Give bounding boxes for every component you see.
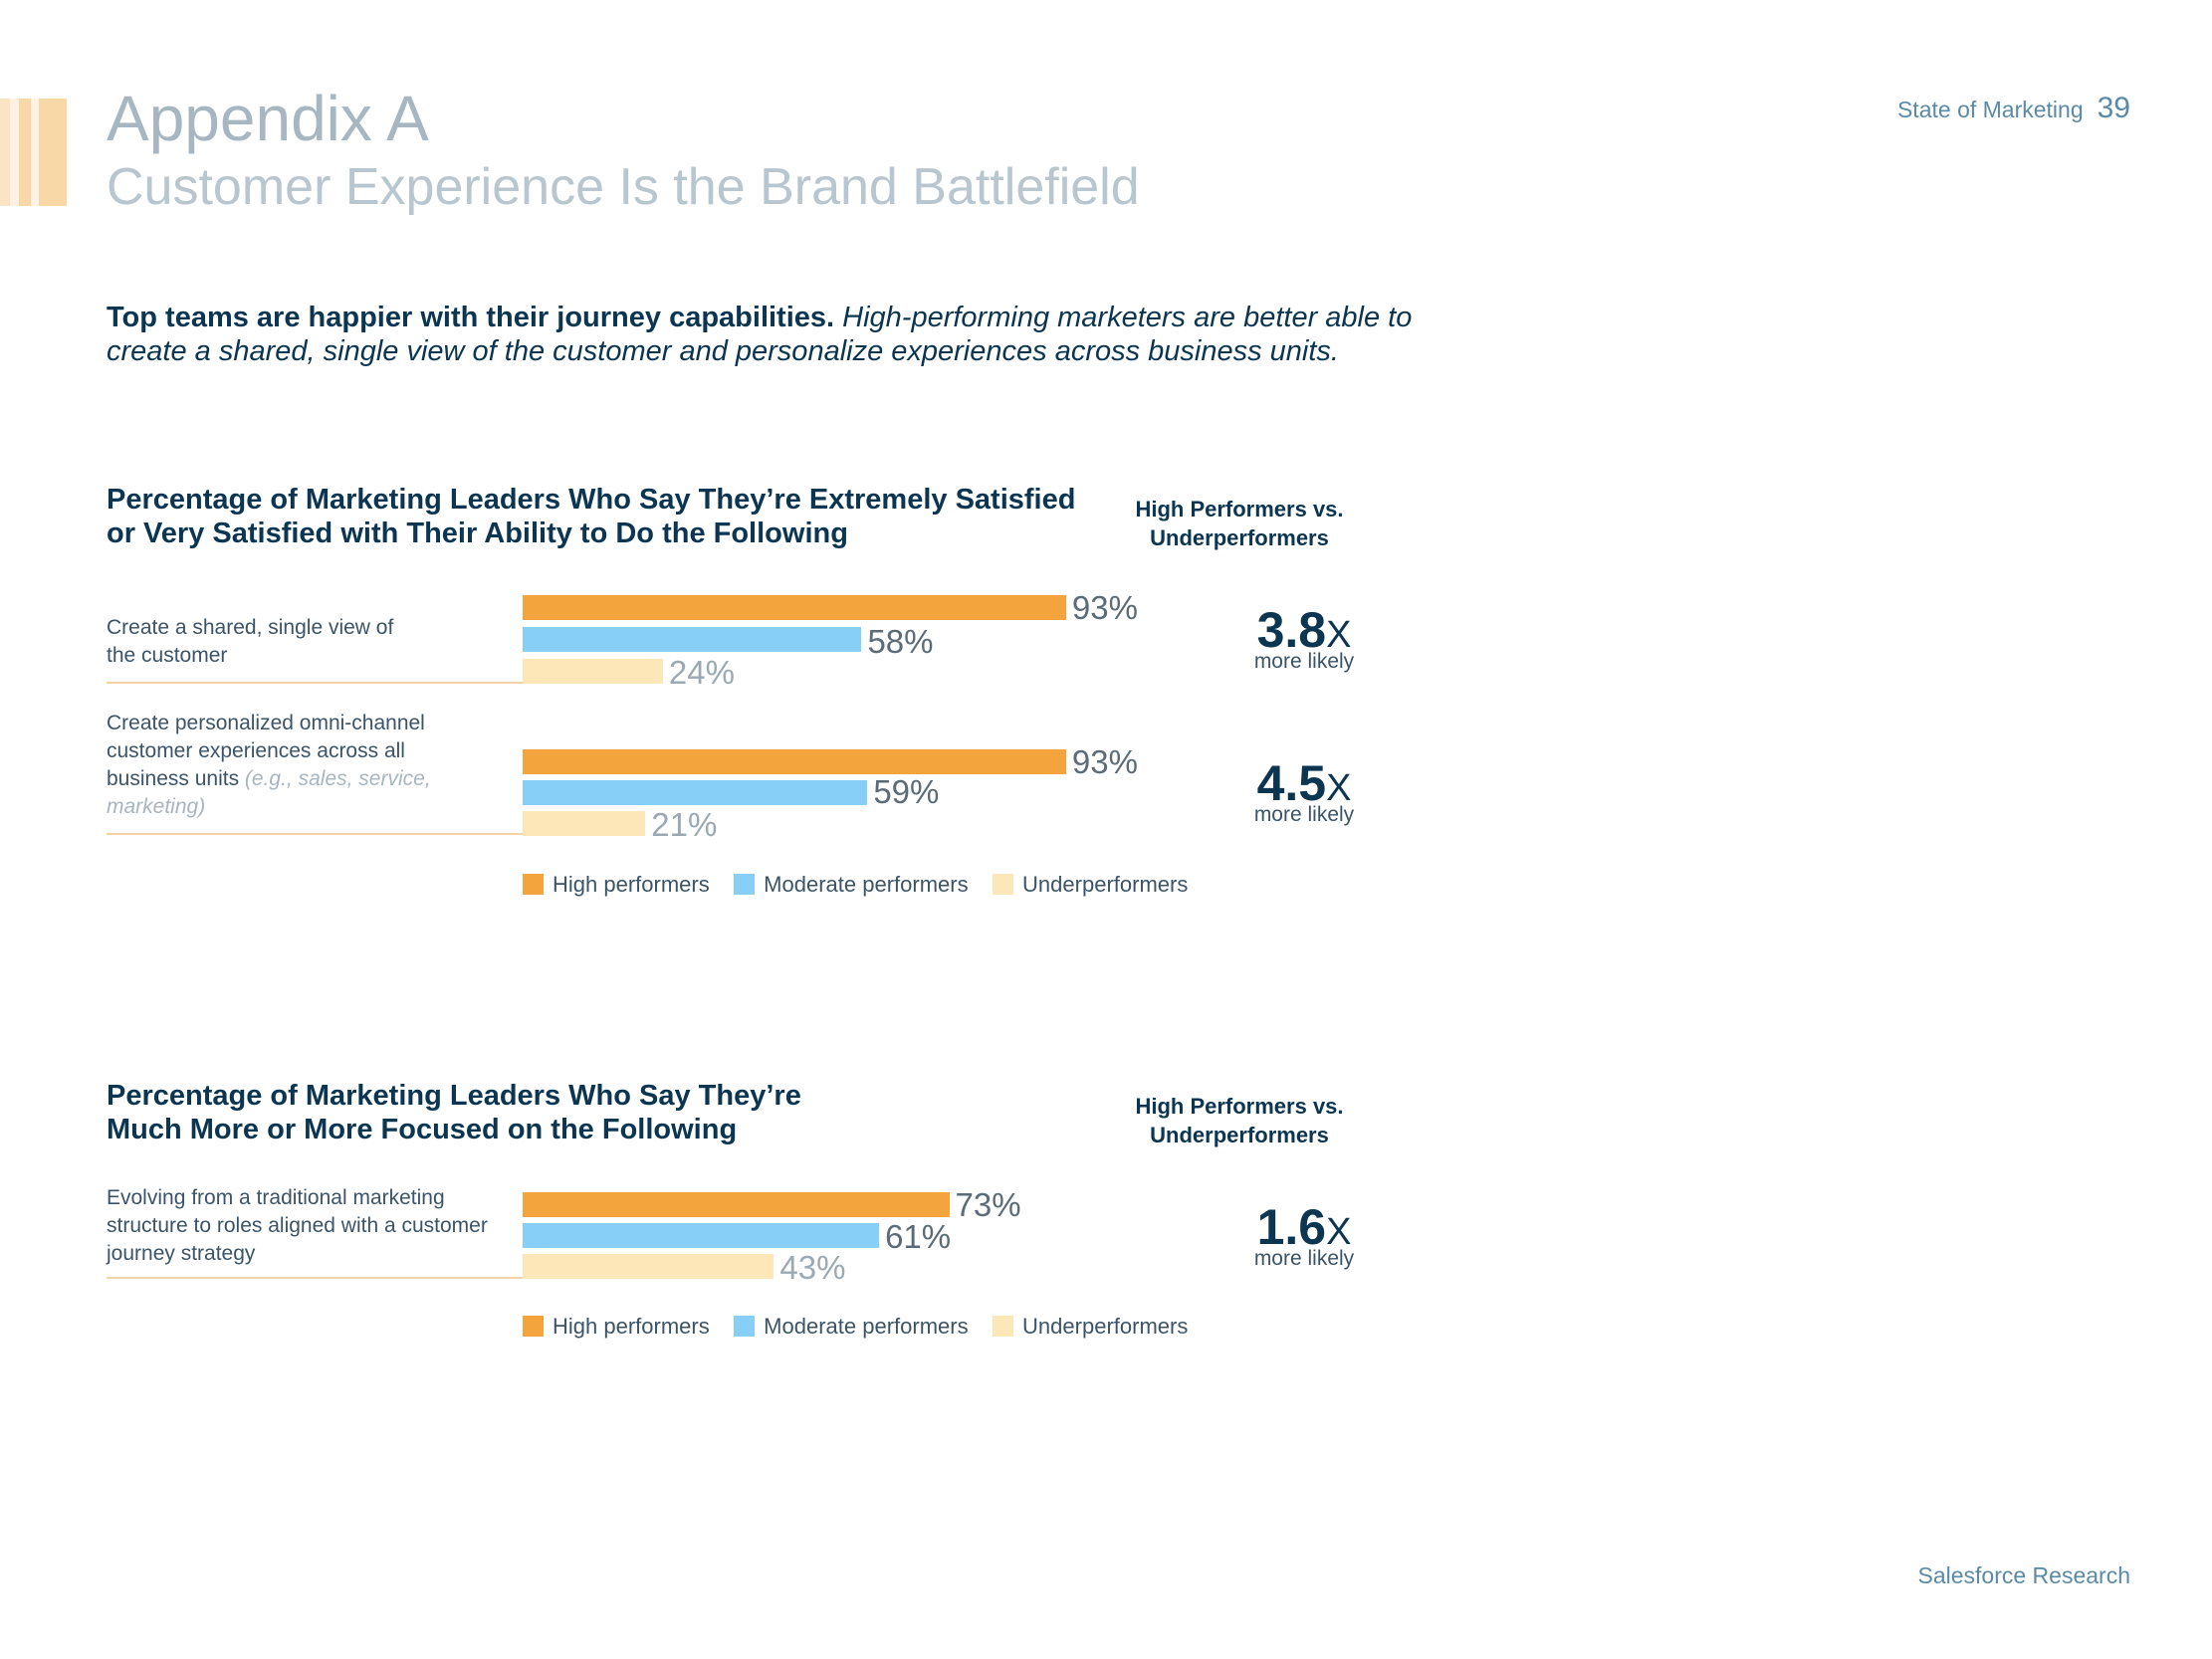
legend-swatch-moderate [734,874,756,895]
chart1-row2-label-note: (e.g., sales, service, marketing) [107,767,431,818]
chart2-row1-bar-moderate [523,1223,880,1248]
chart2-row1-multiplier: 1.6X more likely [1205,1202,1404,1270]
chart1-row2-label-text: Create personalized omni-channel custome… [107,712,425,790]
chart2-row1-value-under: 43% [779,1249,846,1286]
chart1-title: Percentage of Marketing Leaders Who Say … [107,484,1076,549]
chart1-row2-value-under: 21% [651,806,718,843]
chart1-row2-bar-high [523,749,1066,774]
chart1-row1-value-high: 93% [1071,589,1138,626]
page-number: 39 [2097,92,2130,124]
decor-stripe [10,99,19,206]
chart1-row1-label: Create a shared, single view of the cust… [107,616,394,667]
legend-label-under: Underperformers [1022,872,1189,897]
chart1-row1-bar-moderate [523,627,862,652]
chart1-row1-bar-high [523,595,1066,620]
page-subtitle: Customer Experience Is the Brand Battlef… [107,158,1140,216]
chart1-row2-multiplier-suffix: X [1326,767,1352,809]
chart1-row2-divider [107,833,523,835]
chart1-row1-multiplier-value: 3.8 [1256,602,1327,658]
legend-item-under: Underperformers [993,1314,1188,1340]
legend-label-moderate: Moderate performers [764,872,969,897]
legend-item-moderate: Moderate performers [734,872,969,898]
decor-stripe [39,99,67,206]
chart2-title: Percentage of Marketing Leaders Who Say … [107,1080,801,1145]
chart2-row1-bar-under [523,1254,774,1279]
legend-swatch-moderate [734,1316,756,1337]
chart2-row1-value-moderate: 61% [885,1218,952,1255]
decor-stripe [31,99,39,206]
chart2-row1-value-high: 73% [955,1186,1021,1223]
chart1-row2-multiplier: 4.5X more likely [1205,758,1404,826]
chart1-row2-bar-moderate [523,780,868,805]
legend-swatch-high [523,1316,544,1337]
chart1-row1-bar-under [523,659,663,684]
chart1-row1-value-moderate: 58% [867,623,934,660]
legend-label-high: High performers [553,1314,710,1339]
intro-paragraph: Top teams are happier with their journey… [107,301,1421,368]
chart2-row1-multiplier-suffix: X [1326,1211,1352,1253]
legend-swatch-under [993,874,1014,895]
chart2-row1-label: Evolving from a traditional marketing st… [107,1186,488,1265]
decor-stripe [0,99,10,206]
chart1-row1-multiplier: 3.8X more likely [1205,605,1404,673]
footer-source: Salesforce Research [1917,1562,2131,1588]
chart1-comparison-heading: High Performers vs. Underperformers [1135,497,1344,550]
page-title: Appendix A [107,83,429,154]
chart2-comparison-heading: High Performers vs. Underperformers [1135,1094,1344,1147]
legend-swatch-high [523,874,544,895]
legend-label-high: High performers [553,872,710,897]
chart1-row1-divider [107,682,523,684]
chart1-legend: High performers Moderate performers Unde… [523,872,1208,902]
chart1-row2-multiplier-text: more likely [1253,803,1355,826]
chart1-row2-label: Create personalized omni-channel custome… [107,710,475,821]
chart1-row2-bar-under [523,811,646,836]
chart2-row1-multiplier-text: more likely [1253,1247,1355,1270]
chart1-row1-multiplier-suffix: X [1326,614,1352,656]
running-header: State of Marketing 39 [1897,92,2130,125]
decor-stripe [19,99,31,206]
chart1-row1-multiplier-text: more likely [1253,650,1355,673]
intro-body: High-performing marketers are better abl… [107,302,1413,367]
legend-label-under: Underperformers [1022,1314,1189,1339]
chart2-row1-divider [107,1277,523,1279]
chart1-row1-value-under: 24% [668,654,735,691]
legend-item-high: High performers [523,1314,710,1340]
chart2-row1-multiplier-value: 1.6 [1256,1199,1327,1255]
chart1-row2-value-high: 93% [1071,743,1138,780]
legend-label-moderate: Moderate performers [764,1314,969,1339]
report-label: State of Marketing [1896,97,2084,122]
intro-lead: Top teams are happier with their journey… [107,302,835,333]
chart1-row2-value-moderate: 59% [873,773,940,810]
legend-item-high: High performers [523,872,710,898]
legend-item-moderate: Moderate performers [734,1314,969,1340]
chart2-legend: High performers Moderate performers Unde… [523,1314,1208,1344]
chart2-row1-bar-high [523,1192,950,1217]
legend-item-under: Underperformers [993,872,1188,898]
chart1-row2-multiplier-value: 4.5 [1256,755,1327,811]
legend-swatch-under [993,1316,1014,1337]
